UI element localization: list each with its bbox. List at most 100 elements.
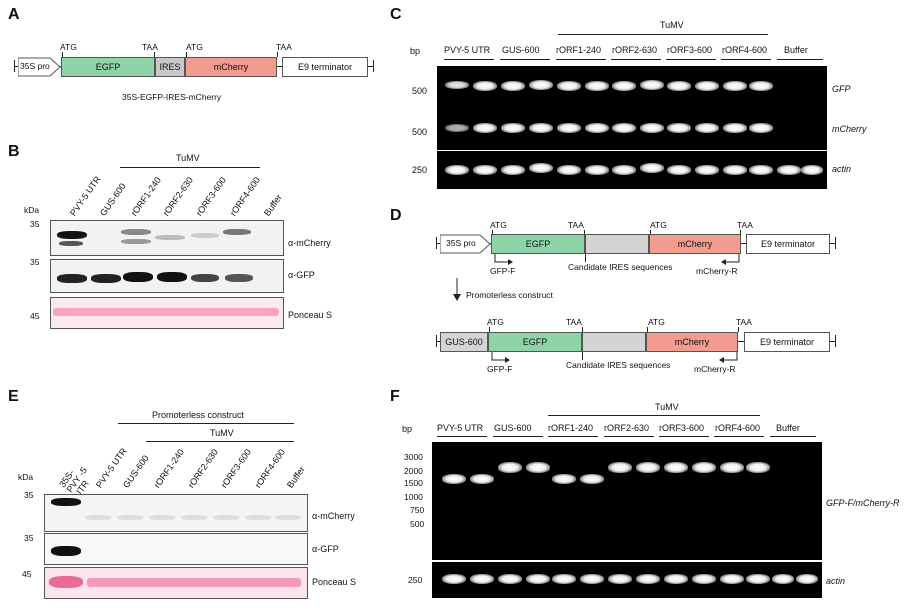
lane-label: rORF3-600 <box>667 45 713 55</box>
lane-label: PVY-5 UTR <box>444 45 491 55</box>
segment-e9-terminator: E9 terminator <box>744 332 830 352</box>
codon-taa: TAA <box>566 317 582 327</box>
codon-taa: TAA <box>568 220 584 230</box>
kda-label: kDa <box>24 205 40 215</box>
lane-label: GUS-600 <box>502 45 540 55</box>
segment-mcherry: mCherry <box>185 57 277 77</box>
ladder-3000: 3000 <box>404 452 423 462</box>
lane-label: GUS-600 <box>98 181 128 218</box>
lane-label: Buffer <box>262 192 284 218</box>
lane-label: Buffer <box>285 464 307 490</box>
lane-label: rORF4-600 <box>715 423 761 433</box>
marker-35: 35 <box>30 257 40 267</box>
lane-label: rORF3-600 <box>659 423 705 433</box>
blot-gfp <box>50 259 284 293</box>
tumv-group-label: TuMV <box>176 153 200 163</box>
lane-label: rORF4-600 <box>722 45 768 55</box>
row-label-gfp-f-mcherry-r: GFP-F/mCherry-R <box>826 498 900 508</box>
promoterless-label: Promoterless construct <box>466 290 553 300</box>
blot-ponceau <box>50 297 284 329</box>
kda-label: kDa <box>18 472 34 482</box>
blot-ponceau <box>44 567 308 599</box>
tumv-group-label: TuMV <box>210 428 234 438</box>
gel-gfp <box>437 66 827 110</box>
promoterless-group-label: Promoterless construct <box>152 410 245 420</box>
marker-35: 35 <box>24 490 34 500</box>
panel-a-label: A <box>8 6 20 23</box>
row-label-mcherry: α-mCherry <box>288 238 331 248</box>
segment-mcherry: mCherry <box>649 234 741 254</box>
blot-mcherry <box>44 494 308 532</box>
segment-egfp: EGFP <box>61 57 155 77</box>
marker-45: 45 <box>22 569 32 579</box>
row-label-gfp: GFP <box>832 84 851 94</box>
ladder-1000: 1000 <box>404 492 423 502</box>
lane-label: Buffer <box>776 423 800 433</box>
codon-taa: TAA <box>736 317 752 327</box>
segment-35s-pro: 35S pro <box>20 61 50 71</box>
marker-250: 250 <box>408 575 423 585</box>
codon-atg: ATG <box>650 220 667 230</box>
segment-ires <box>585 234 649 254</box>
row-label-actin: actin <box>832 164 852 174</box>
lane-label: GUS-600 <box>121 453 151 490</box>
segment-ires <box>582 332 646 352</box>
lane-label: rORF2-630 <box>604 423 650 433</box>
tumv-group-label: TuMV <box>655 402 679 412</box>
construct-caption: 35S-EGFP-IRES-mCherry <box>122 92 222 102</box>
codon-atg: ATG <box>60 42 77 52</box>
ires-label: Candidate IRES sequences <box>566 360 671 370</box>
primer-gfp-f: GFP-F <box>487 364 513 374</box>
lane-label: GUS-600 <box>494 423 532 433</box>
blot-mcherry <box>50 220 284 256</box>
ladder-2000: 2000 <box>404 466 423 476</box>
lane-label: rORF3-600 <box>219 447 254 490</box>
marker-45: 45 <box>30 311 40 321</box>
lane-label: rORF2-630 <box>612 45 658 55</box>
codon-atg: ATG <box>186 42 203 52</box>
panel-e-label: E <box>8 388 19 405</box>
codon-atg: ATG <box>490 220 507 230</box>
bp-label: bp <box>410 46 421 56</box>
marker-500: 500 <box>412 127 428 137</box>
codon-atg: ATG <box>648 317 665 327</box>
lane-label: rORF1-240 <box>556 45 602 55</box>
lane-label: 35S-PVY -5 UTR <box>57 465 91 500</box>
panel-b-label: B <box>8 143 20 160</box>
blot-gfp <box>44 533 308 565</box>
gel-gfp-f-mcherry-r <box>432 442 822 560</box>
marker-500: 500 <box>412 86 428 96</box>
ladder-500: 500 <box>410 519 425 529</box>
panel-d-label: D <box>390 207 402 224</box>
down-arrow-icon <box>453 278 461 301</box>
row-label-ponceau: Ponceau S <box>288 310 333 320</box>
tumv-group-label: TuMV <box>660 20 684 30</box>
panel-c-label: C <box>390 6 402 23</box>
segment-gus-600: GUS-600 <box>440 332 488 352</box>
lane-label: rORF1-240 <box>129 175 164 218</box>
segment-egfp: EGFP <box>491 234 585 254</box>
codon-taa: TAA <box>142 42 158 52</box>
segment-egfp: EGFP <box>488 332 582 352</box>
ladder-1500: 1500 <box>404 478 423 488</box>
lane-label: rORF1-240 <box>152 447 187 490</box>
gel-actin <box>432 562 822 598</box>
primer-mcherry-r: mCherry-R <box>696 266 738 276</box>
row-label-mcherry: mCherry <box>832 124 867 134</box>
lane-label: rORF2-630 <box>161 175 196 218</box>
ladder-750: 750 <box>410 505 425 515</box>
primer-mcherry-r: mCherry-R <box>694 364 736 374</box>
primer-gfp-f: GFP-F <box>490 266 516 276</box>
codon-atg: ATG <box>487 317 504 327</box>
row-label-mcherry: α-mCherry <box>312 511 355 521</box>
codon-taa: TAA <box>737 220 753 230</box>
segment-e9-terminator: E9 terminator <box>746 234 830 254</box>
marker-35: 35 <box>24 533 34 543</box>
row-label-gfp: α-GFP <box>288 270 315 280</box>
panel-f-label: F <box>390 388 400 405</box>
row-label-gfp: α-GFP <box>312 544 339 554</box>
lane-label: rORF1-240 <box>548 423 594 433</box>
gel-mcherry <box>437 110 827 150</box>
gel-actin <box>437 151 827 189</box>
row-label-ponceau: Ponceau S <box>312 577 357 587</box>
